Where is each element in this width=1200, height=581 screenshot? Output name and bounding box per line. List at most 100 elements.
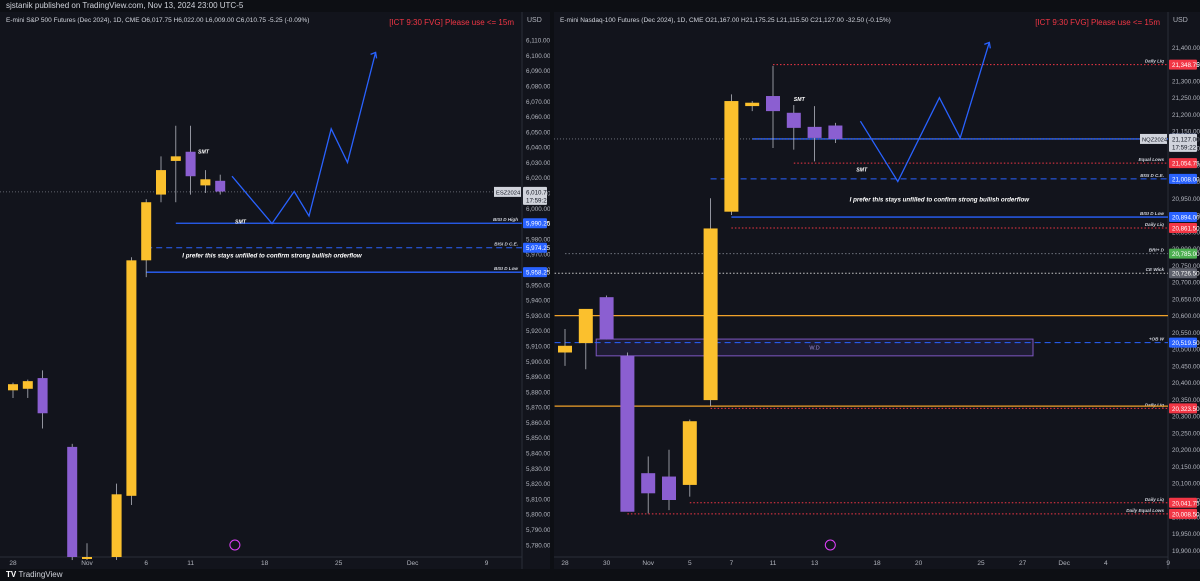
y-tick-label: 6,070.00 (526, 99, 550, 106)
y-tick-label: 20,250.00 (1172, 430, 1200, 437)
smt-label: SMT (794, 97, 806, 103)
level-price-label: 20,323.50 (1172, 406, 1200, 413)
level-price-label: 21,008.00 (1172, 176, 1200, 183)
level-text: Daily Equal Lows (1126, 508, 1164, 513)
y-tick-label: 6,080.00 (526, 83, 550, 90)
x-tick-label: 4 (1104, 560, 1108, 567)
level-text: +OB W (1149, 337, 1165, 342)
y-tick-label: 5,950.00 (526, 282, 550, 289)
candle-body (215, 180, 226, 192)
y-tick-label: 20,500.00 (1172, 347, 1200, 354)
level-text: BISI D C.E. (494, 242, 518, 247)
es-chart-svg[interactable]: E-mini S&P 500 Futures (Dec 2024), 1D, C… (0, 12, 550, 569)
candle-body (724, 101, 739, 212)
price-axis-bg (522, 12, 550, 569)
y-tick-label: 5,830.00 (526, 466, 550, 473)
y-tick-label: 5,900.00 (526, 359, 550, 366)
y-tick-label: 5,870.00 (526, 405, 550, 412)
y-tick-label: 6,060.00 (526, 114, 550, 121)
level-price-tag (1169, 59, 1197, 70)
candle-body (766, 96, 780, 112)
level-price-tag (1169, 222, 1197, 233)
x-tick-label: 20 (915, 560, 923, 567)
y-tick-label: 5,800.00 (526, 512, 550, 519)
session-clock-icon (229, 539, 241, 551)
ohlc-line: E-mini Nasdaq-100 Futures (Dec 2024), 1D… (560, 17, 891, 24)
y-tick-label: 19,900.00 (1172, 548, 1200, 555)
y-tick-label: 21,200.00 (1172, 112, 1200, 119)
y-tick-label: 5,820.00 (526, 481, 550, 488)
y-tick-label: 20,650.00 (1172, 296, 1200, 303)
level-price-tag (1169, 508, 1197, 519)
level-price-label: 5,974.25 (526, 245, 550, 252)
candle-body (141, 202, 152, 261)
level-text: Daily Liq (1145, 497, 1164, 502)
level-text: Daily Liq (1145, 402, 1164, 407)
y-tick-label: 21,400.00 (1172, 45, 1200, 52)
y-tick-label: 20,550.00 (1172, 330, 1200, 337)
level-price-tag (1169, 337, 1197, 348)
candle-body (37, 378, 48, 414)
symbol-tag (494, 186, 521, 197)
orderflow-note: I prefer this stays unfilled to confirm … (850, 197, 1031, 204)
level-text: BISI D High (493, 217, 518, 222)
y-tick-label: 5,940.00 (526, 298, 550, 305)
x-tick-label: 5 (688, 560, 692, 567)
level-price-tag (1169, 173, 1197, 184)
level-price-label: 5,990.25 (526, 221, 550, 228)
y-tick-label: 20,700.00 (1172, 280, 1200, 287)
es-chart-panel[interactable]: E-mini S&P 500 Futures (Dec 2024), 1D, C… (0, 12, 550, 569)
y-tick-label: 5,930.00 (526, 313, 550, 320)
candle-body (682, 421, 697, 485)
price-axis-title: USD (527, 17, 542, 24)
candle-body (745, 102, 760, 107)
y-tick-label: 6,110.00 (526, 38, 550, 45)
x-tick-label: 13 (811, 560, 819, 567)
nq-chart-panel[interactable]: E-mini Nasdaq-100 Futures (Dec 2024), 1D… (554, 12, 1200, 569)
y-tick-label: 5,780.00 (526, 542, 550, 549)
y-tick-label: 5,790.00 (526, 527, 550, 534)
candle-body (641, 473, 656, 494)
x-tick-label: 28 (9, 560, 17, 567)
y-tick-label: 20,150.00 (1172, 464, 1200, 471)
level-price-tag (1169, 268, 1197, 279)
y-tick-label: 5,860.00 (526, 420, 550, 427)
x-tick-label: 25 (335, 560, 343, 567)
x-tick-label: 11 (187, 560, 194, 567)
tradingview-footer: TV TradingView (0, 569, 1200, 581)
y-tick-label: 6,100.00 (526, 53, 550, 60)
y-tick-label: 6,020.00 (526, 175, 550, 182)
smt-label: SMT (856, 167, 868, 173)
current-price-tag (523, 186, 547, 205)
x-tick-label: 27 (1019, 560, 1027, 567)
level-price-label: 20,861.50 (1172, 225, 1200, 232)
x-tick-label: 7 (730, 560, 734, 567)
panel-divider[interactable] (550, 12, 554, 569)
level-text: CE Wick (1146, 267, 1165, 272)
level-text: Daily Liq (1145, 59, 1164, 64)
y-tick-label: 5,910.00 (526, 343, 550, 350)
y-tick-label: 21,300.00 (1172, 78, 1200, 85)
candle-body (82, 557, 92, 559)
y-tick-label: 20,200.00 (1172, 447, 1200, 454)
y-tick-label: 21,250.00 (1172, 95, 1200, 102)
countdown-label: 17:59:22 (526, 197, 550, 204)
level-text: Daily Liq (1145, 222, 1164, 227)
alert-text: [ICT 9:30 FVG] Please use <= 15m (1035, 18, 1160, 27)
y-tick-label: 20,950.00 (1172, 196, 1200, 203)
x-tick-label: 30 (603, 560, 611, 567)
nq-chart-svg[interactable]: E-mini Nasdaq-100 Futures (Dec 2024), 1D… (554, 12, 1200, 569)
y-tick-label: 5,810.00 (526, 496, 550, 503)
tradingview-logo-icon: TV (6, 570, 19, 579)
level-price-tag (1169, 497, 1197, 508)
alert-text: [ICT 9:30 FVG] Please use <= 15m (389, 18, 514, 27)
y-tick-label: 6,000.00 (526, 206, 550, 213)
candle-body (8, 384, 18, 391)
orderflow-note: I prefer this stays unfilled to confirm … (182, 252, 363, 259)
level-price-label: 20,008.50 (1172, 511, 1200, 518)
y-tick-label: 20,400.00 (1172, 380, 1200, 387)
y-tick-label: 5,850.00 (526, 435, 550, 442)
level-price-tag (1169, 158, 1197, 169)
level-price-label: 20,785.00 (1172, 251, 1200, 258)
candle-body (156, 170, 166, 195)
